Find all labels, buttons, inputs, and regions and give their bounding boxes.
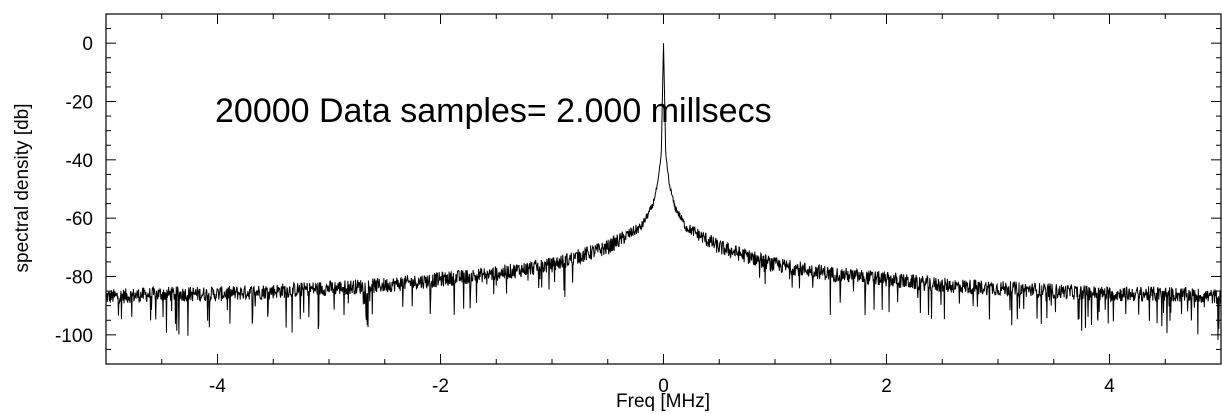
x-tick-labels: -4 -2 0 2 4 — [209, 376, 1115, 397]
x-axis-label: Freq [MHz] — [616, 391, 710, 412]
x-tick-label: -4 — [209, 376, 226, 397]
tick-marks — [105, 13, 1222, 365]
y-tick-label: -80 — [66, 268, 93, 289]
x-tick-label: 2 — [881, 376, 892, 397]
spectrum-line — [105, 43, 1222, 340]
y-tick-label: -40 — [66, 151, 93, 172]
x-tick-label: -2 — [432, 376, 449, 397]
y-tick-label: -20 — [66, 93, 93, 114]
y-tick-label: 0 — [82, 34, 93, 55]
y-tick-label: -60 — [66, 209, 93, 230]
y-axis-label: spectral density [db] — [12, 104, 33, 273]
x-tick-label: 0 — [658, 376, 669, 397]
y-tick-labels: 0 -20 -40 -60 -80 -100 — [55, 34, 93, 347]
annotation-text: 20000 Data samples= 2.000 millsecs — [215, 92, 772, 130]
y-tick-label: -100 — [55, 326, 93, 347]
x-tick-label: 4 — [1104, 376, 1115, 397]
